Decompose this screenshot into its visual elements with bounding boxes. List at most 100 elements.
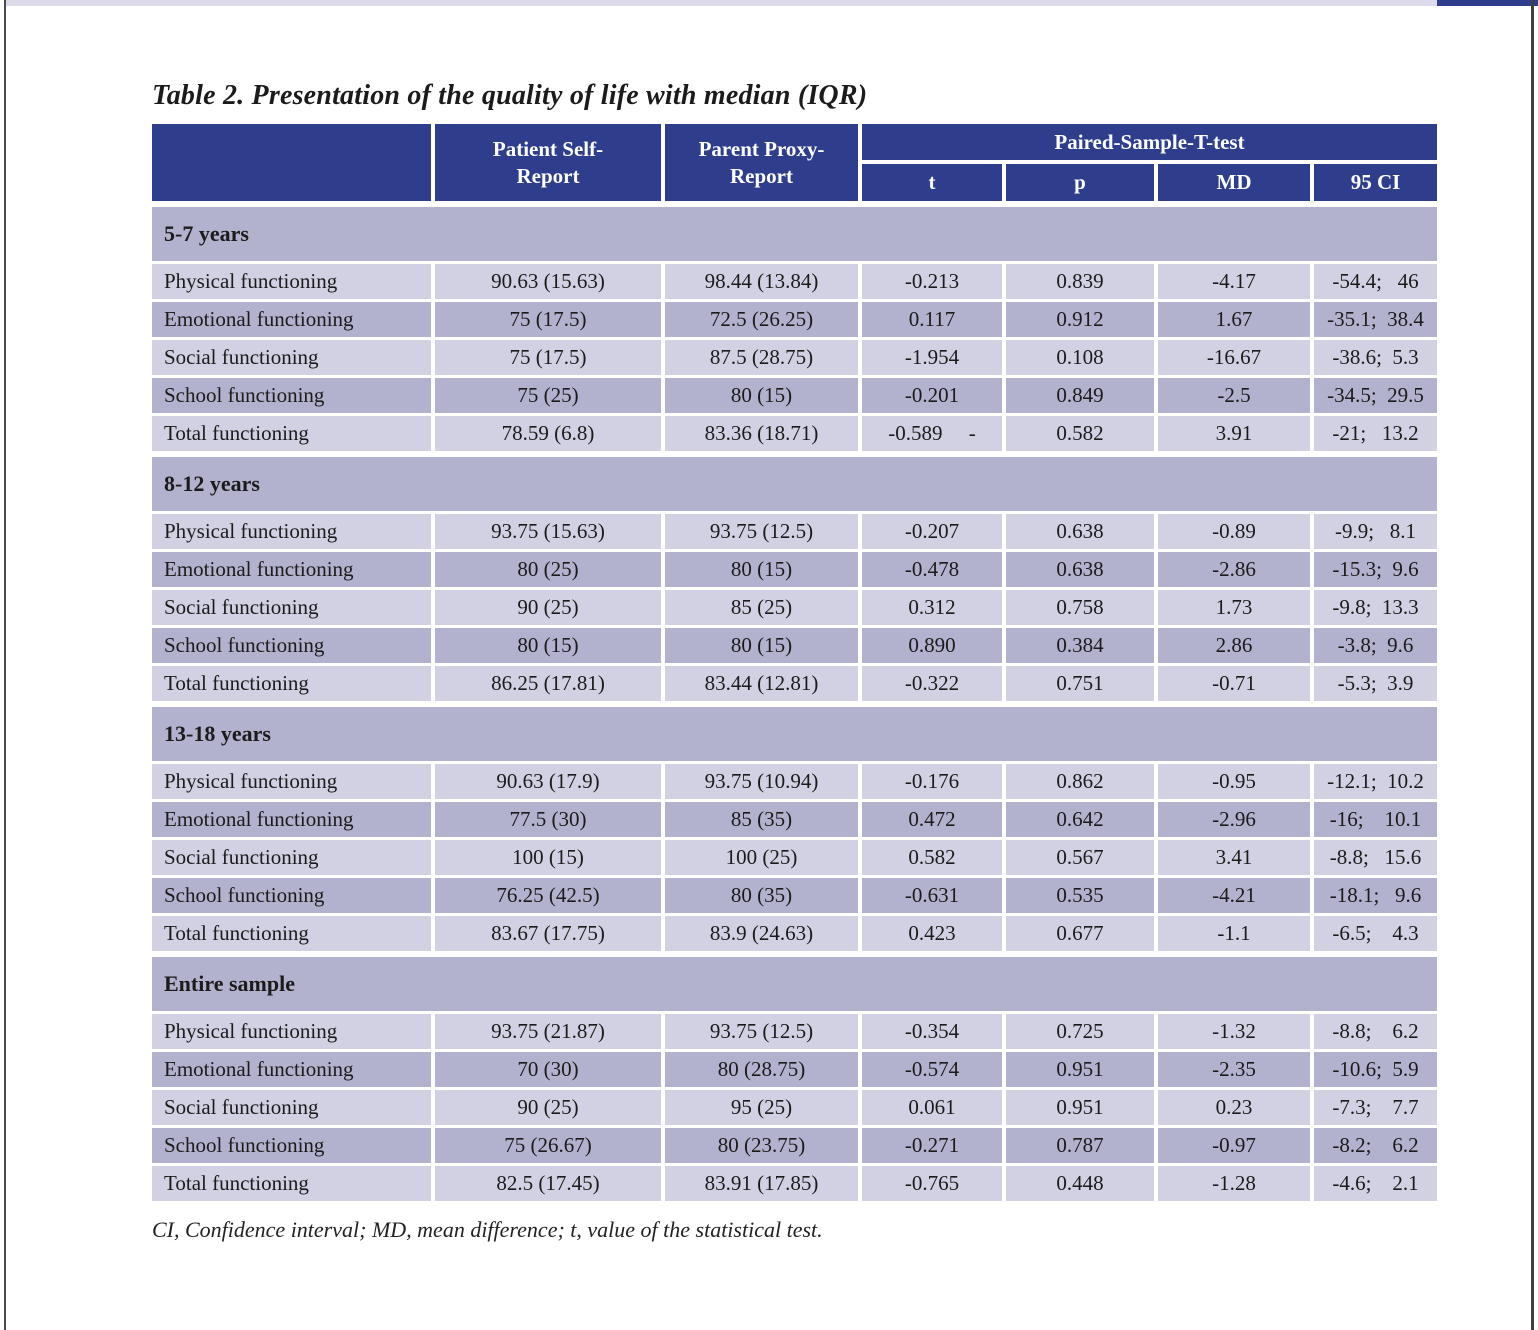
- md-value: 0.23: [1158, 1090, 1310, 1125]
- self-report-value: 90.63 (15.63): [435, 264, 661, 299]
- self-report-value: 75 (17.5): [435, 340, 661, 375]
- row-label: Social functioning: [152, 1090, 431, 1125]
- md-value: 2.86: [1158, 628, 1310, 663]
- table-row: Emotional functioning 70 (30) 80 (28.75) -0…: [152, 1052, 1437, 1087]
- table-row: Social functioning 75 (17.5) 87.5 (28.75) -…: [152, 340, 1437, 375]
- t-value: 0.312: [862, 590, 1002, 625]
- table-row: Physical functioning 90.63 (15.63) 98.44 (…: [152, 264, 1437, 299]
- t-value: -0.574: [862, 1052, 1002, 1087]
- ci-value: -15.3; 9.6: [1314, 552, 1437, 587]
- table-row: Emotional functioning 77.5 (30) 85 (35) 0.4…: [152, 802, 1437, 837]
- p-value: 0.849: [1006, 378, 1154, 413]
- t-value: -0.589 -: [862, 416, 1002, 451]
- row-label: School functioning: [152, 878, 431, 913]
- row-label: Emotional functioning: [152, 302, 431, 337]
- self-report-value: 93.75 (15.63): [435, 514, 661, 549]
- ci-value: -10.6; 5.9: [1314, 1052, 1437, 1087]
- ci-value: -54.4; 46: [1314, 264, 1437, 299]
- ci-value: -38.6; 5.3: [1314, 340, 1437, 375]
- table-row: Physical functioning 90.63 (17.9) 93.75 (1…: [152, 764, 1437, 799]
- table-row: Physical functioning 93.75 (21.87) 93.75 (…: [152, 1014, 1437, 1049]
- ci-value: -9.9; 8.1: [1314, 514, 1437, 549]
- t-value: -1.954: [862, 340, 1002, 375]
- p-value: 0.384: [1006, 628, 1154, 663]
- self-report-value: 70 (30): [435, 1052, 661, 1087]
- section-header: 8-12 years: [152, 457, 1437, 511]
- proxy-report-value: 93.75 (12.5): [665, 514, 858, 549]
- row-label: Physical functioning: [152, 514, 431, 549]
- table-row: Total functioning 83.67 (17.75) 83.9 (24.6…: [152, 916, 1437, 951]
- t-value: -0.176: [862, 764, 1002, 799]
- p-value: 0.951: [1006, 1052, 1154, 1087]
- t-value: -0.354: [862, 1014, 1002, 1049]
- proxy-report-value: 100 (25): [665, 840, 858, 875]
- page-border-left: [4, 0, 6, 1330]
- proxy-report-value: 80 (35): [665, 878, 858, 913]
- proxy-report-value: 80 (28.75): [665, 1052, 858, 1087]
- p-value: 0.448: [1006, 1166, 1154, 1201]
- ci-value: -35.1; 38.4: [1314, 302, 1437, 337]
- header-empty-cell: [152, 124, 431, 201]
- proxy-report-value: 87.5 (28.75): [665, 340, 858, 375]
- table-row: School functioning 75 (26.67) 80 (23.75) -0…: [152, 1128, 1437, 1163]
- header-paired-t-test-group: Paired-Sample-T-test t p MD 95 CI: [862, 124, 1437, 201]
- section-header: 5-7 years: [152, 207, 1437, 261]
- proxy-report-value: 83.44 (12.81): [665, 666, 858, 701]
- proxy-report-value: 80 (15): [665, 552, 858, 587]
- md-value: 3.41: [1158, 840, 1310, 875]
- t-value: -0.631: [862, 878, 1002, 913]
- ci-value: -4.6; 2.1: [1314, 1166, 1437, 1201]
- header-paired-t-test: Paired-Sample-T-test: [862, 124, 1437, 160]
- self-report-value: 100 (15): [435, 840, 661, 875]
- t-value: -0.765: [862, 1166, 1002, 1201]
- self-report-value: 90.63 (17.9): [435, 764, 661, 799]
- page-border-right: [1531, 0, 1534, 1330]
- section-header: 13-18 years: [152, 707, 1437, 761]
- md-value: -16.67: [1158, 340, 1310, 375]
- proxy-report-value: 85 (25): [665, 590, 858, 625]
- md-value: 1.73: [1158, 590, 1310, 625]
- self-report-value: 77.5 (30): [435, 802, 661, 837]
- quality-of-life-table: Patient Self- Report Parent Proxy- Repor…: [152, 124, 1437, 1201]
- p-value: 0.638: [1006, 514, 1154, 549]
- ci-value: -21; 13.2: [1314, 416, 1437, 451]
- header-95ci: 95 CI: [1314, 164, 1437, 201]
- t-value: -0.213: [862, 264, 1002, 299]
- row-label: Emotional functioning: [152, 1052, 431, 1087]
- self-report-value: 75 (26.67): [435, 1128, 661, 1163]
- row-label: School functioning: [152, 1128, 431, 1163]
- table-row: Physical functioning 93.75 (15.63) 93.75 (…: [152, 514, 1437, 549]
- table-row: Social functioning 90 (25) 85 (25) 0.312 0.7…: [152, 590, 1437, 625]
- t-value: 0.061: [862, 1090, 1002, 1125]
- md-value: 1.67: [1158, 302, 1310, 337]
- row-label: Total functioning: [152, 1166, 431, 1201]
- ci-value: -7.3; 7.7: [1314, 1090, 1437, 1125]
- table-title: Table 2. Presentation of the quality of …: [152, 80, 868, 111]
- p-value: 0.582: [1006, 416, 1154, 451]
- ci-value: -6.5; 4.3: [1314, 916, 1437, 951]
- p-value: 0.677: [1006, 916, 1154, 951]
- t-value: -0.478: [862, 552, 1002, 587]
- table-row: School functioning 80 (15) 80 (15) 0.890 0.3…: [152, 628, 1437, 663]
- table-body: 5-7 years Physical functioning 90.63 (15.6…: [152, 207, 1437, 1201]
- row-label: Social functioning: [152, 340, 431, 375]
- table-row: Social functioning 100 (15) 100 (25) 0.582 0…: [152, 840, 1437, 875]
- table-row: School functioning 75 (25) 80 (15) -0.201 0.…: [152, 378, 1437, 413]
- row-label: School functioning: [152, 628, 431, 663]
- header-parent-proxy-report: Parent Proxy- Report: [665, 124, 858, 201]
- t-value: -0.201: [862, 378, 1002, 413]
- header-md: MD: [1158, 164, 1310, 201]
- self-report-value: 93.75 (21.87): [435, 1014, 661, 1049]
- self-report-value: 76.25 (42.5): [435, 878, 661, 913]
- p-value: 0.638: [1006, 552, 1154, 587]
- ci-value: -5.3; 3.9: [1314, 666, 1437, 701]
- row-label: Physical functioning: [152, 264, 431, 299]
- row-label: Total functioning: [152, 666, 431, 701]
- table-row: Total functioning 82.5 (17.45) 83.91 (17.8…: [152, 1166, 1437, 1201]
- row-label: Physical functioning: [152, 764, 431, 799]
- t-value: 0.890: [862, 628, 1002, 663]
- ci-value: -8.8; 15.6: [1314, 840, 1437, 875]
- self-report-value: 78.59 (6.8): [435, 416, 661, 451]
- t-value: -0.271: [862, 1128, 1002, 1163]
- header-p: p: [1006, 164, 1154, 201]
